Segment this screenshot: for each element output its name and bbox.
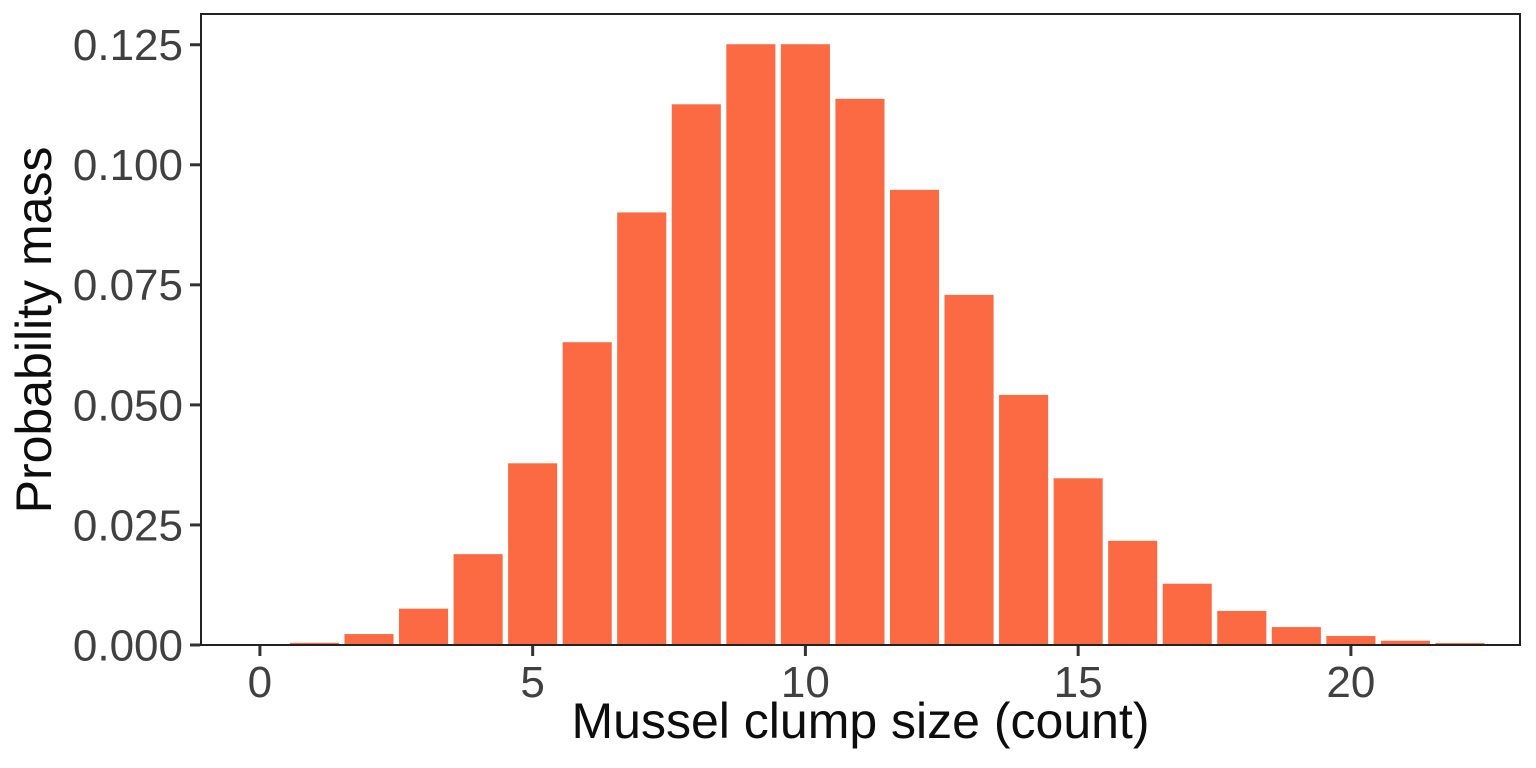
panel-border: [200, 13, 1521, 646]
bar: [726, 44, 776, 645]
x-tick-label: 0: [248, 658, 272, 707]
bar: [1162, 583, 1212, 645]
y-tick-label: 0.050: [73, 381, 183, 430]
bar: [999, 394, 1049, 645]
x-tick-label: 15: [1054, 658, 1103, 707]
x-tick-label: 10: [781, 658, 830, 707]
bar: [508, 463, 558, 645]
y-tick-label: 0.000: [73, 621, 183, 670]
bar: [889, 189, 940, 645]
bar: [1053, 478, 1103, 645]
x-tick-label: 20: [1326, 658, 1375, 707]
y-tick-label: 0.125: [73, 21, 183, 70]
bar: [1326, 636, 1376, 645]
bar: [1380, 640, 1430, 645]
y-tick-label: 0.025: [73, 501, 183, 550]
bar: [1108, 540, 1158, 645]
bar: [344, 634, 394, 645]
bar: [562, 342, 612, 645]
x-axis-title: Mussel clump size (count): [571, 693, 1150, 749]
bar: [399, 608, 449, 645]
y-tick-label: 0.100: [73, 141, 183, 190]
bar: [617, 212, 667, 645]
y-axis-title: Probability mass: [6, 146, 62, 514]
bar: [289, 642, 340, 645]
bar: [944, 294, 994, 645]
bar: [1271, 627, 1321, 645]
x-tick-label: 5: [520, 658, 544, 707]
bar: [453, 554, 503, 645]
bar: [1217, 610, 1267, 645]
bar: [835, 98, 885, 645]
bar: [671, 104, 721, 645]
bar: [780, 44, 830, 645]
y-tick-label: 0.075: [73, 261, 183, 310]
